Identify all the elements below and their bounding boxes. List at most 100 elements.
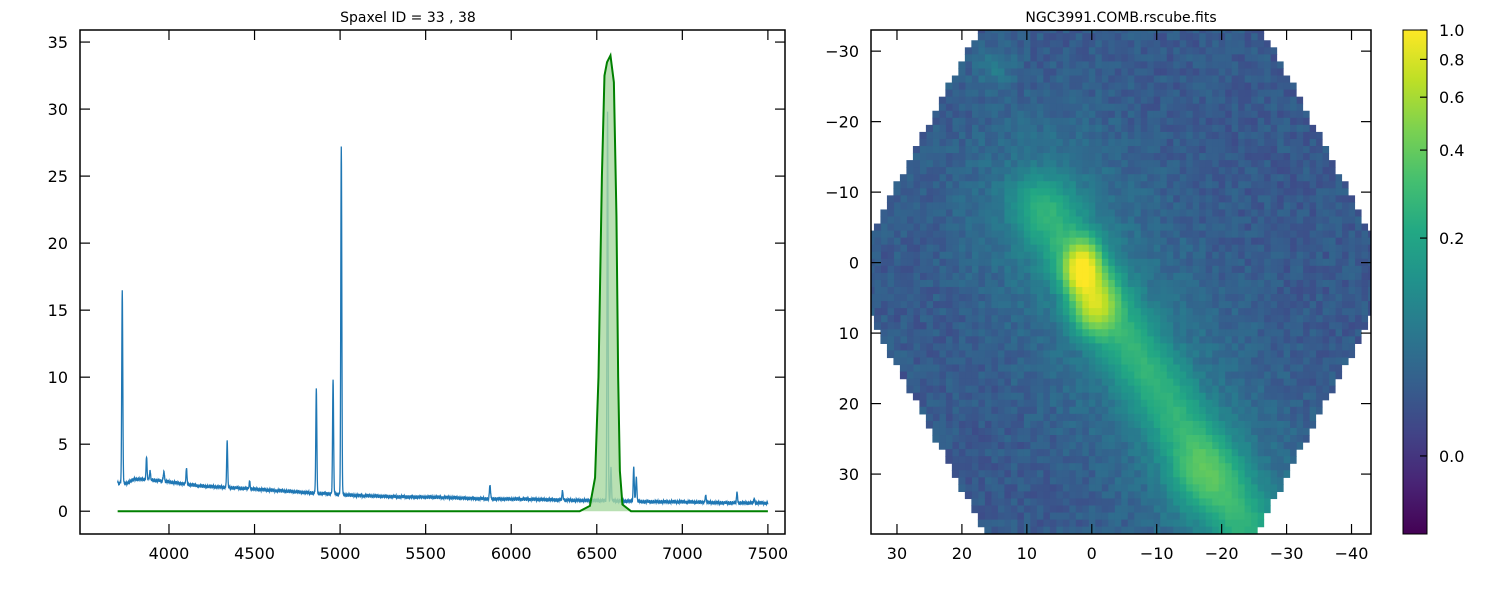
heatmap-cell <box>1244 117 1252 126</box>
heatmap-cell <box>1328 336 1336 344</box>
filter-fill-area <box>117 55 768 512</box>
heatmap-cell <box>880 329 888 337</box>
heatmap-cell <box>1205 160 1213 168</box>
heatmap-cell <box>1127 110 1135 119</box>
heatmap-cell <box>1250 75 1258 84</box>
heatmap-cell <box>1062 89 1070 98</box>
heatmap-cell <box>1088 68 1096 77</box>
heatmap-cell <box>1283 153 1291 161</box>
heatmap-cell <box>977 230 985 239</box>
heatmap-cell <box>1322 244 1330 253</box>
heatmap-cell <box>893 195 901 203</box>
heatmap-cell <box>1328 244 1336 253</box>
heatmap-cell <box>1042 272 1050 281</box>
heatmap-cell <box>1270 449 1278 457</box>
heatmap-cell <box>1192 244 1200 253</box>
heatmap-cell <box>1023 188 1031 196</box>
heatmap-cell <box>1107 96 1115 105</box>
heatmap-cell <box>1003 406 1011 415</box>
heatmap-cell <box>1231 399 1239 408</box>
heatmap-cell <box>1347 329 1356 337</box>
heatmap-cell <box>945 89 953 98</box>
heatmap-cell <box>1042 484 1050 493</box>
heatmap-cell <box>1003 117 1011 126</box>
heatmap-cell <box>1237 322 1245 330</box>
heatmap-cell <box>1257 181 1265 189</box>
heatmap-cell <box>964 202 972 211</box>
heatmap-cell <box>1224 420 1232 429</box>
heatmap-cell <box>1289 195 1297 203</box>
heatmap-cell <box>1302 413 1310 422</box>
heatmap-cell <box>1309 174 1317 182</box>
heatmap-cell <box>1211 294 1219 302</box>
heatmap-cell <box>1296 160 1304 168</box>
heatmap-cell <box>1029 427 1037 436</box>
heatmap-cell <box>984 420 992 429</box>
heatmap-cell <box>1296 258 1304 267</box>
heatmap-cell <box>1360 294 1369 302</box>
heatmap-cell <box>1218 265 1226 274</box>
heatmap-cell <box>951 399 959 408</box>
heatmap-cell <box>1036 378 1044 387</box>
heatmap-cell <box>1146 477 1154 485</box>
heatmap-cell <box>1153 392 1161 401</box>
heatmap-cell <box>1179 498 1187 507</box>
heatmap-cell <box>912 315 920 323</box>
heatmap-cell <box>1192 258 1200 267</box>
heatmap-cell <box>1068 301 1076 309</box>
heatmap-cell <box>1218 272 1226 281</box>
heatmap-cell <box>1101 138 1109 147</box>
heatmap-cell <box>1276 420 1284 429</box>
heatmap-cell <box>1088 456 1096 464</box>
heatmap-cell <box>964 477 972 485</box>
heatmap-cell <box>1159 82 1167 91</box>
heatmap-cell <box>1231 195 1239 203</box>
heatmap-cell <box>1347 223 1356 232</box>
heatmap-cell <box>1003 329 1011 337</box>
colorbar-tick-label: 0.8 <box>1439 50 1464 69</box>
heatmap-cell <box>1192 209 1200 218</box>
heatmap-cell <box>1140 124 1148 133</box>
heatmap-cell <box>1237 75 1245 84</box>
heatmap-cell <box>1198 103 1206 112</box>
heatmap-cell <box>893 336 901 344</box>
heatmap-cell <box>1224 181 1232 189</box>
heatmap-cell <box>1088 364 1096 373</box>
heatmap-cell <box>1296 336 1304 344</box>
heatmap-cell <box>1016 82 1024 91</box>
heatmap-cell <box>1120 30 1128 34</box>
heatmap-cell <box>1120 61 1128 70</box>
heatmap-cell <box>899 188 908 196</box>
heatmap-cell <box>964 329 972 337</box>
heatmap-cell <box>1322 167 1330 175</box>
heatmap-cell <box>1250 153 1258 161</box>
heatmap-cell <box>1003 237 1011 246</box>
heatmap-cell <box>1003 463 1011 471</box>
heatmap-cell <box>1133 385 1141 394</box>
heatmap-cell <box>1257 202 1265 211</box>
heatmap-cell <box>1042 75 1050 84</box>
heatmap-cell <box>971 195 979 203</box>
heatmap-cell <box>1192 477 1200 485</box>
heatmap-cell <box>1094 265 1102 274</box>
heatmap-cell <box>1205 40 1213 48</box>
heatmap-cell <box>893 294 901 302</box>
heatmap-cell <box>1179 385 1187 394</box>
heatmap-cell <box>1205 47 1213 55</box>
heatmap-cell <box>1289 294 1297 302</box>
heatmap-cell <box>1010 378 1018 387</box>
heatmap-cell <box>1016 75 1024 84</box>
heatmap-cell <box>1068 385 1076 394</box>
heatmap-cell <box>1244 146 1252 154</box>
heatmap-cell <box>1029 167 1037 175</box>
heatmap-cell <box>1146 385 1154 394</box>
heatmap-cell <box>932 117 940 126</box>
heatmap-cell <box>1283 456 1291 464</box>
heatmap-cell <box>1257 392 1265 401</box>
heatmap-cell <box>1042 315 1050 323</box>
heatmap-cell <box>925 124 933 133</box>
heatmap-cell <box>932 110 940 119</box>
heatmap-cell <box>990 103 998 112</box>
heatmap-cell <box>1289 279 1297 288</box>
heatmap-cell <box>1159 322 1167 330</box>
